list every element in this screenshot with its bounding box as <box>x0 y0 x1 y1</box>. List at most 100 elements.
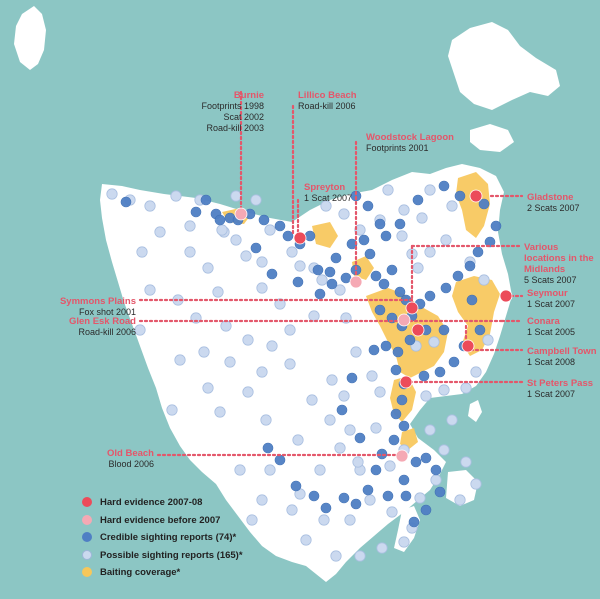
site-label-symmons-plains: Symmons Plains Fox shot 2001 <box>20 296 136 318</box>
possible-sighting-dot <box>184 220 196 232</box>
legend-swatch <box>82 514 92 525</box>
site-detail: Road-kill 2006 <box>78 327 136 337</box>
legend-item-credible: Credible sighting reports (74)* <box>82 529 243 547</box>
site-name: Gladstone <box>527 192 574 203</box>
possible-sighting-dot <box>264 464 276 476</box>
credible-sighting-dot <box>262 442 274 454</box>
possible-sighting-dot <box>370 422 382 434</box>
credible-sighting-dot <box>392 346 404 358</box>
possible-sighting-dot <box>412 262 424 274</box>
possible-sighting-dot <box>284 324 296 336</box>
credible-sighting-dot <box>120 196 132 208</box>
legend-swatch <box>82 532 92 542</box>
baiting-area <box>312 222 338 248</box>
possible-sighting-dot <box>354 550 366 562</box>
credible-sighting-dot <box>340 272 352 284</box>
possible-sighting-dot <box>234 464 246 476</box>
legend-item-hard-before: Hard evidence before 2007 <box>82 512 243 530</box>
legend-label: Baiting coverage* <box>100 567 181 578</box>
credible-sighting-dot <box>472 246 484 258</box>
site-detail: Blood 2006 <box>108 459 154 469</box>
possible-sighting-dot <box>306 394 318 406</box>
site-detail: 1 Scat 2007 <box>527 389 576 399</box>
possible-sighting-dot <box>300 534 312 546</box>
credible-sighting-dot <box>452 270 464 282</box>
site-label-gladstone: Gladstone 2 Scats 2007 <box>527 192 580 214</box>
hard-evidence-2007-08-dot <box>461 339 475 353</box>
possible-sighting-dot <box>134 324 146 336</box>
credible-sighting-dot <box>266 268 278 280</box>
possible-sighting-dot <box>424 184 436 196</box>
legend-label: Possible sighting reports (165)* <box>100 549 243 561</box>
credible-sighting-dot <box>338 492 350 504</box>
site-detail: 1 Scat 2005 <box>527 327 576 337</box>
possible-sighting-dot <box>242 386 254 398</box>
possible-sighting-dot <box>428 336 440 348</box>
possible-sighting-dot <box>266 340 278 352</box>
possible-sighting-dot <box>396 230 408 242</box>
credible-sighting-dot <box>478 198 490 210</box>
site-detail: 1 Scat 2008 <box>527 357 576 367</box>
credible-sighting-dot <box>398 420 410 432</box>
credible-sighting-dot <box>362 200 374 212</box>
credible-sighting-dot <box>274 454 286 466</box>
possible-sighting-dot <box>230 234 242 246</box>
possible-sighting-dot <box>350 346 362 358</box>
site-detail: Footprints 1998 <box>201 101 264 111</box>
site-detail: Fox shot 2001 <box>78 307 136 317</box>
site-detail: 1 Scat 2007 <box>304 193 353 203</box>
credible-sighting-dot <box>350 498 362 510</box>
possible-sighting-dot <box>174 354 186 366</box>
legend-swatch <box>82 567 92 577</box>
site-detail: Road-kill 2003 <box>206 123 264 133</box>
credible-sighting-dot <box>370 464 382 476</box>
possible-sighting-dot <box>398 536 410 548</box>
possible-sighting-dot <box>324 414 336 426</box>
credible-sighting-dot <box>312 264 324 276</box>
credible-sighting-dot <box>404 334 416 346</box>
possible-sighting-dot <box>166 404 178 416</box>
credible-sighting-dot <box>420 452 432 464</box>
possible-sighting-dot <box>424 246 436 258</box>
possible-sighting-dot <box>430 474 442 486</box>
credible-sighting-dot <box>424 290 436 302</box>
possible-sighting-dot <box>384 460 396 472</box>
possible-sighting-dot <box>256 494 268 506</box>
credible-sighting-dot <box>314 288 326 300</box>
credible-sighting-dot <box>400 490 412 502</box>
site-label-midlands: Various locations in the Midlands 5 Scat… <box>524 242 596 286</box>
site-name: Seymour <box>527 288 568 299</box>
credible-sighting-dot <box>330 252 342 264</box>
site-name: Glen Esk Road <box>68 316 136 327</box>
legend: Hard evidence 2007-08 Hard evidence befo… <box>82 494 243 582</box>
credible-sighting-dot <box>454 190 466 202</box>
credible-sighting-dot <box>378 278 390 290</box>
credible-sighting-dot <box>394 286 406 298</box>
credible-sighting-dot <box>364 248 376 260</box>
flinders-island <box>448 22 560 110</box>
site-name: Lillico Beach <box>298 90 357 101</box>
possible-sighting-dot <box>220 320 232 332</box>
credible-sighting-dot <box>200 194 212 206</box>
possible-sighting-dot <box>344 424 356 436</box>
site-label-campbell-town: Campbell Town 1 Scat 2008 <box>527 346 597 368</box>
site-name: Campbell Town <box>527 346 597 357</box>
credible-sighting-dot <box>464 260 476 272</box>
credible-sighting-dot <box>292 276 304 288</box>
possible-sighting-dot <box>374 386 386 398</box>
possible-sighting-dot <box>256 282 268 294</box>
leader-lines-layer <box>138 90 524 457</box>
possible-sighting-dot <box>470 478 482 490</box>
hard-evidence-before-2007-dot <box>397 313 411 327</box>
possible-sighting-dot <box>334 442 346 454</box>
hard-evidence-2007-08-dot <box>293 231 307 245</box>
legend-label: Credible sighting reports (74)* <box>100 532 237 543</box>
credible-sighting-dot <box>396 394 408 406</box>
site-label-old-beach: Old Beach Blood 2006 <box>50 448 154 470</box>
possible-sighting-dot <box>202 382 214 394</box>
possible-sighting-dot <box>438 384 450 396</box>
site-label-st-peters-pass: St Peters Pass 1 Scat 2007 <box>527 378 593 400</box>
tasman-peninsula <box>446 470 478 506</box>
baiting-area <box>456 172 490 238</box>
